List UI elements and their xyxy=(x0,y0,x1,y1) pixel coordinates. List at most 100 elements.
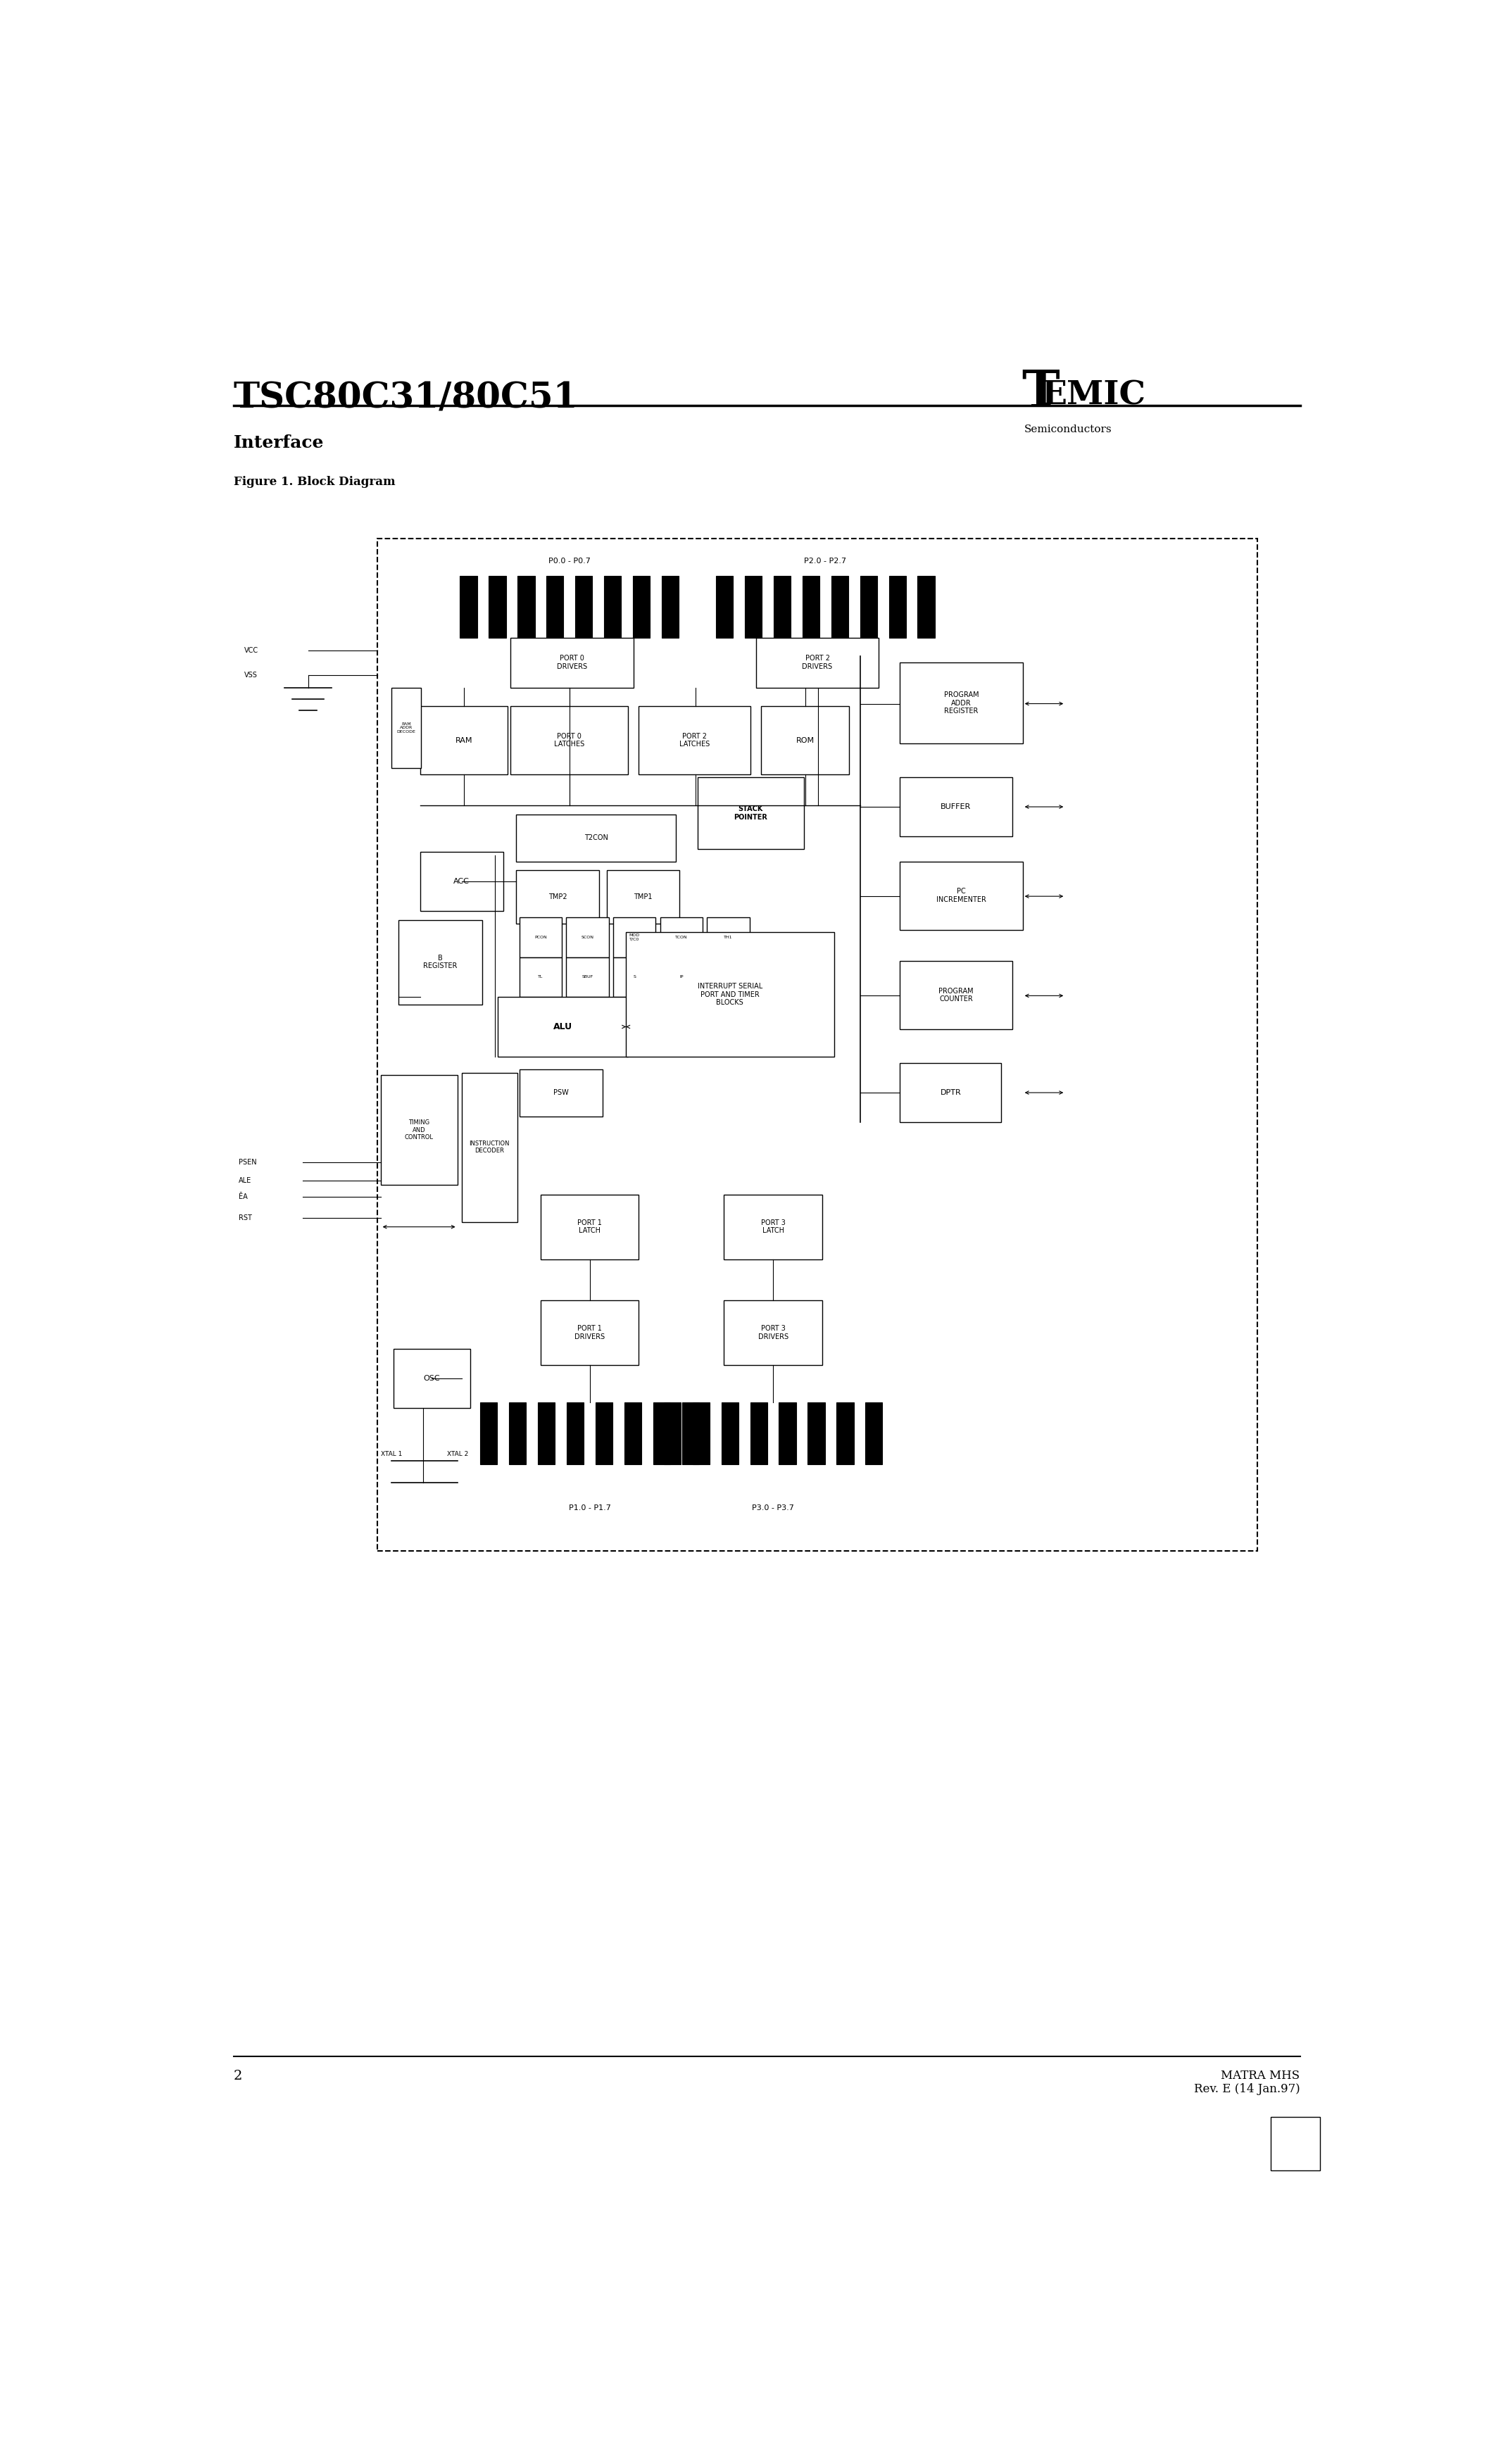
FancyBboxPatch shape xyxy=(724,1195,823,1259)
Text: MATRA MHS
Rev. E (14 Jan.97): MATRA MHS Rev. E (14 Jan.97) xyxy=(1194,2070,1300,2094)
FancyBboxPatch shape xyxy=(509,1402,527,1464)
FancyBboxPatch shape xyxy=(865,1402,883,1464)
FancyBboxPatch shape xyxy=(498,998,628,1057)
FancyBboxPatch shape xyxy=(660,956,703,998)
Text: VSS: VSS xyxy=(244,673,257,678)
Text: Interface: Interface xyxy=(233,434,323,451)
Text: TL: TL xyxy=(539,976,543,978)
Text: TMP1: TMP1 xyxy=(634,894,652,899)
Text: ACC: ACC xyxy=(453,877,470,885)
Text: DPTR: DPTR xyxy=(939,1089,960,1096)
FancyBboxPatch shape xyxy=(392,687,420,769)
FancyBboxPatch shape xyxy=(802,577,820,638)
FancyBboxPatch shape xyxy=(724,1301,823,1365)
FancyBboxPatch shape xyxy=(516,813,676,862)
FancyBboxPatch shape xyxy=(519,956,562,998)
Text: B
REGISTER: B REGISTER xyxy=(423,954,458,971)
FancyBboxPatch shape xyxy=(639,707,751,774)
FancyBboxPatch shape xyxy=(420,707,507,774)
FancyBboxPatch shape xyxy=(693,1402,709,1464)
Text: PROGRAM
ADDR
REGISTER: PROGRAM ADDR REGISTER xyxy=(944,692,978,715)
FancyBboxPatch shape xyxy=(832,577,848,638)
FancyBboxPatch shape xyxy=(755,638,878,687)
FancyBboxPatch shape xyxy=(721,1402,739,1464)
FancyBboxPatch shape xyxy=(661,577,679,638)
Text: XTAL 2: XTAL 2 xyxy=(447,1451,468,1456)
FancyBboxPatch shape xyxy=(595,1402,612,1464)
FancyBboxPatch shape xyxy=(633,577,649,638)
FancyBboxPatch shape xyxy=(860,577,877,638)
Text: P2.0 - P2.7: P2.0 - P2.7 xyxy=(805,557,847,564)
FancyBboxPatch shape xyxy=(519,1069,603,1116)
Text: VCC: VCC xyxy=(244,646,259,653)
Text: INTERRUPT SERIAL
PORT AND TIMER
BLOCKS: INTERRUPT SERIAL PORT AND TIMER BLOCKS xyxy=(697,983,763,1005)
Text: P0.0 - P0.7: P0.0 - P0.7 xyxy=(549,557,591,564)
FancyBboxPatch shape xyxy=(664,1402,681,1464)
FancyBboxPatch shape xyxy=(624,1402,642,1464)
FancyBboxPatch shape xyxy=(480,1402,497,1464)
FancyBboxPatch shape xyxy=(708,917,749,956)
FancyBboxPatch shape xyxy=(576,577,592,638)
FancyBboxPatch shape xyxy=(518,577,534,638)
FancyBboxPatch shape xyxy=(901,1062,1001,1124)
FancyBboxPatch shape xyxy=(749,1402,767,1464)
Text: SBUF: SBUF xyxy=(582,976,594,978)
FancyBboxPatch shape xyxy=(901,663,1023,744)
Text: SCON: SCON xyxy=(580,936,594,939)
Text: PORT 1
DRIVERS: PORT 1 DRIVERS xyxy=(574,1326,604,1340)
Text: TMP2: TMP2 xyxy=(548,894,567,899)
Text: TCON: TCON xyxy=(675,936,688,939)
FancyBboxPatch shape xyxy=(380,1074,458,1185)
FancyBboxPatch shape xyxy=(567,1402,583,1464)
Text: ALU: ALU xyxy=(554,1023,573,1032)
FancyBboxPatch shape xyxy=(717,577,733,638)
Text: Semiconductors: Semiconductors xyxy=(1025,424,1112,434)
FancyBboxPatch shape xyxy=(901,776,1011,838)
Text: TSC80C31/80C51: TSC80C31/80C51 xyxy=(233,382,577,416)
Text: PORT 2
LATCHES: PORT 2 LATCHES xyxy=(679,732,711,749)
Text: PORT 0
LATCHES: PORT 0 LATCHES xyxy=(554,732,585,749)
Text: STACK
POINTER: STACK POINTER xyxy=(735,806,767,821)
Text: TH1: TH1 xyxy=(724,936,733,939)
FancyBboxPatch shape xyxy=(565,917,609,956)
FancyBboxPatch shape xyxy=(420,853,503,912)
FancyBboxPatch shape xyxy=(489,577,506,638)
Text: PCON: PCON xyxy=(534,936,548,939)
FancyBboxPatch shape xyxy=(462,1072,518,1222)
FancyBboxPatch shape xyxy=(604,577,621,638)
FancyBboxPatch shape xyxy=(540,1195,639,1259)
FancyBboxPatch shape xyxy=(516,870,600,924)
Text: PORT 3
DRIVERS: PORT 3 DRIVERS xyxy=(758,1326,788,1340)
FancyBboxPatch shape xyxy=(917,577,935,638)
FancyBboxPatch shape xyxy=(745,577,761,638)
Text: PSEN: PSEN xyxy=(239,1158,257,1165)
Text: XTAL 1: XTAL 1 xyxy=(380,1451,402,1456)
Text: IP: IP xyxy=(679,976,684,978)
FancyBboxPatch shape xyxy=(654,1402,670,1464)
Text: MOD
T/C0: MOD T/C0 xyxy=(628,934,640,941)
Text: RAM: RAM xyxy=(455,737,473,744)
FancyBboxPatch shape xyxy=(625,931,833,1057)
Text: TIMING
AND
CONTROL: TIMING AND CONTROL xyxy=(404,1119,434,1141)
Text: PORT 1
LATCH: PORT 1 LATCH xyxy=(577,1220,601,1234)
Text: P1.0 - P1.7: P1.0 - P1.7 xyxy=(568,1503,610,1510)
FancyBboxPatch shape xyxy=(682,1402,699,1464)
Text: PORT 0
DRIVERS: PORT 0 DRIVERS xyxy=(557,655,588,670)
Text: PC
INCREMENTER: PC INCREMENTER xyxy=(936,887,986,904)
FancyBboxPatch shape xyxy=(901,961,1011,1030)
FancyBboxPatch shape xyxy=(836,1402,854,1464)
Text: RST: RST xyxy=(239,1215,251,1222)
Text: ROM: ROM xyxy=(796,737,814,744)
Text: Figure 1. Block Diagram: Figure 1. Block Diagram xyxy=(233,476,395,488)
FancyBboxPatch shape xyxy=(607,870,679,924)
FancyBboxPatch shape xyxy=(399,919,482,1005)
FancyBboxPatch shape xyxy=(901,862,1023,929)
Text: P3.0 - P3.7: P3.0 - P3.7 xyxy=(752,1503,794,1510)
Text: PORT 3
LATCH: PORT 3 LATCH xyxy=(761,1220,785,1234)
FancyBboxPatch shape xyxy=(808,1402,824,1464)
Text: EMIC: EMIC xyxy=(1041,379,1146,411)
FancyBboxPatch shape xyxy=(519,917,562,956)
FancyBboxPatch shape xyxy=(540,1301,639,1365)
FancyBboxPatch shape xyxy=(565,956,609,998)
Text: S: S xyxy=(633,976,636,978)
